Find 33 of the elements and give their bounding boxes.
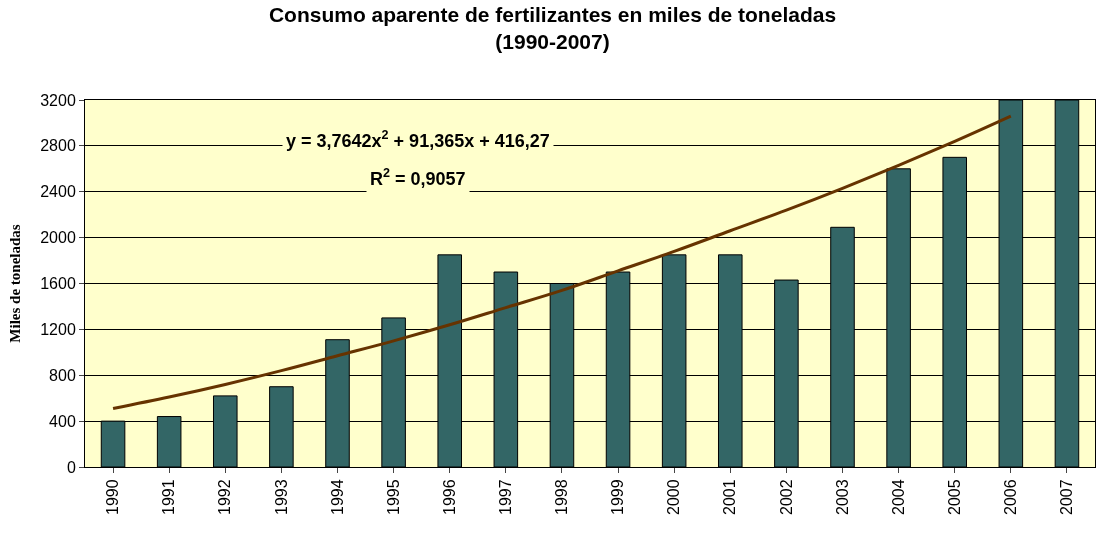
y-tick-label: 0 <box>66 458 76 476</box>
x-tick-label: 1992 <box>216 479 234 515</box>
x-tick-label: 1997 <box>497 479 515 515</box>
x-tick-label: 1993 <box>272 479 290 515</box>
x-tick-label: 1998 <box>553 479 571 515</box>
x-tick-label: 2002 <box>777 479 795 515</box>
x-tick-label: 1994 <box>328 479 346 515</box>
chart-title: Consumo aparente de fertilizantes en miles de toneladas <box>268 2 837 26</box>
x-tick-label: 1995 <box>384 479 402 515</box>
y-tick-label: 1200 <box>40 320 76 338</box>
y-axis-title: Miles de toneladas <box>7 224 24 343</box>
annotation: R$^{2}$ = 0,9057 <box>370 166 466 189</box>
x-tick-label: 1990 <box>104 479 122 515</box>
x-tick-label: 2006 <box>1002 479 1020 515</box>
x-tick-label: 2004 <box>889 479 907 515</box>
x-tick-label: 2007 <box>1058 479 1076 515</box>
y-tick-label: 3200 <box>40 91 76 109</box>
x-tick-label: 2003 <box>833 479 851 515</box>
x-tick-label: 1996 <box>440 479 458 515</box>
x-tick-label: 1999 <box>609 479 627 515</box>
x-tick-label: 2000 <box>665 479 683 515</box>
y-tick-label: 2000 <box>40 229 76 247</box>
y-tick-label: 1600 <box>40 275 76 293</box>
y-tick-label: 400 <box>49 412 76 430</box>
line-series <box>111 114 1013 411</box>
x-tick-label: 1991 <box>160 479 178 515</box>
x-tick-label: 2001 <box>721 479 739 515</box>
y-tick-label: 800 <box>49 366 76 384</box>
x-tick-label: 2005 <box>945 479 963 515</box>
chart-subtitle: (1990-2007) <box>495 29 610 53</box>
annotation: y = 3,7642x$^{2}$ + 91,365x + 416,27 <box>286 128 550 151</box>
y-tick-label: 2800 <box>40 137 76 155</box>
y-tick-label: 2400 <box>40 183 76 201</box>
